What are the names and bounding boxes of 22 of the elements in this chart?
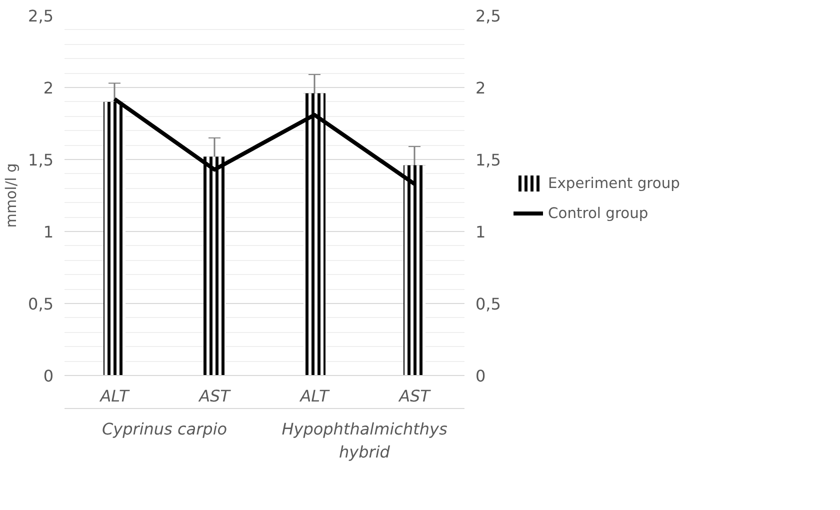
y-tick-label: 2,5 [28,6,54,26]
y2-tick-label: 2 [476,78,486,98]
y-axis-title: mmol/l g [3,163,20,228]
x-tick-label: ALT [99,386,130,406]
text: Cyprinus carpio [102,420,228,438]
legend-label: Control group [548,204,648,222]
x-tick-label: AST [398,386,432,406]
y-tick-label: 0,5 [28,294,54,314]
y2-tick-label: 1 [476,222,486,242]
y-tick-label: 2 [43,78,54,98]
text: Hypophthalmichthys hybrid [282,420,448,462]
y2-tick-label: 2,5 [476,6,501,26]
y2-tick-label: 0,5 [476,294,501,314]
x-tick-label: ALT [299,386,330,406]
y-tick-label: 1 [43,222,54,242]
y-tick-label: 1,5 [28,150,54,170]
legend-label: Experiment group [548,174,680,192]
x-tick-label: AST [198,386,232,406]
y-tick-label: 0 [43,366,54,386]
y2-tick-label: 0 [476,366,486,386]
y2-tick-label: 1,5 [476,150,501,170]
line-series [112,97,416,186]
